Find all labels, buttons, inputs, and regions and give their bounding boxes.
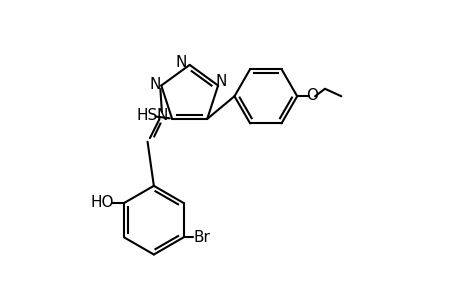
Text: O: O — [305, 88, 318, 103]
Text: HO: HO — [91, 195, 114, 210]
Text: N: N — [175, 55, 187, 70]
Text: N: N — [149, 76, 160, 92]
Text: Br: Br — [193, 230, 209, 245]
Text: N: N — [157, 108, 168, 123]
Text: HS: HS — [136, 108, 157, 123]
Text: N: N — [216, 74, 227, 89]
